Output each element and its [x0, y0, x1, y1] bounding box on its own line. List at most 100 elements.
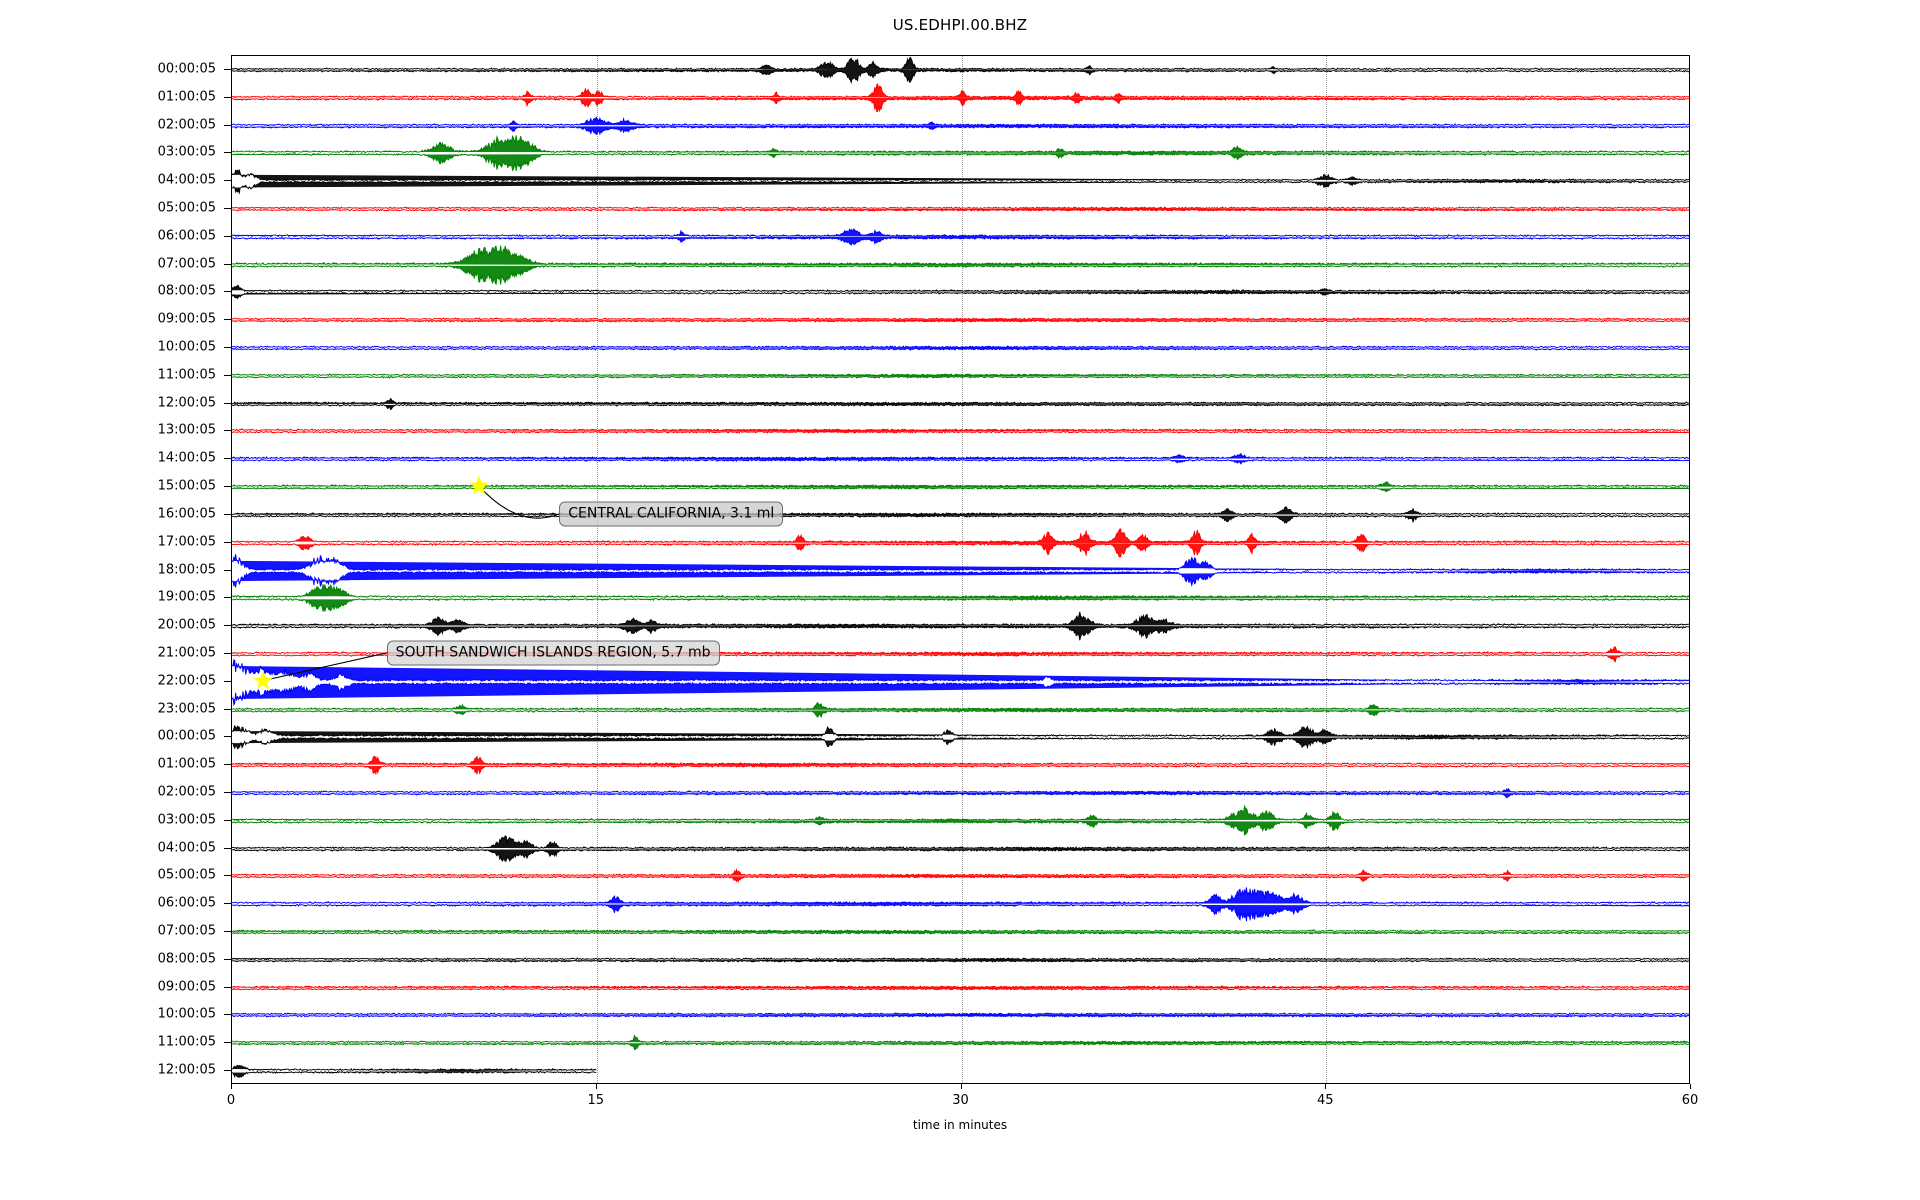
trace-waveform — [232, 397, 1689, 410]
y-axis-tick — [224, 958, 231, 960]
y-axis-tick-label: 18:00:05 — [157, 562, 216, 577]
y-axis-tick — [224, 931, 231, 933]
trace-row — [232, 736, 1689, 794]
trace-waveform — [232, 245, 1689, 285]
y-axis-tick-label: 06:00:05 — [157, 895, 216, 911]
trace-waveform — [232, 206, 1689, 212]
trace-row — [232, 542, 1689, 600]
trace-row — [232, 931, 1689, 989]
trace-waveform — [232, 345, 1689, 351]
trace-row — [232, 708, 1689, 766]
y-axis-tick — [224, 430, 231, 432]
trace-row — [232, 847, 1689, 905]
y-axis-tick — [224, 124, 231, 126]
trace-row — [232, 152, 1689, 210]
trace-row — [232, 56, 1689, 99]
y-axis-tick-label: 16:00:05 — [157, 506, 216, 522]
y-axis-tick-label: 07:00:05 — [157, 923, 216, 939]
trace-waveform — [232, 804, 1689, 836]
trace-row — [232, 69, 1689, 127]
y-axis-tick-label: 04:00:05 — [157, 840, 216, 856]
x-axis-tick — [595, 1084, 597, 1089]
y-axis-tick — [224, 791, 231, 793]
trace-waveform — [232, 701, 1689, 718]
trace-waveform — [232, 135, 1689, 172]
trace-row — [232, 430, 1689, 488]
x-axis-tick — [1325, 1084, 1327, 1089]
y-axis-tick-label: 03:00:05 — [157, 812, 216, 828]
y-axis-tick-label: 11:00:05 — [157, 1034, 216, 1050]
trace-waveform — [232, 868, 1689, 883]
earthquake-star-icon — [469, 475, 490, 495]
y-axis-tick-label: 03:00:05 — [157, 144, 216, 160]
trace-waveform — [232, 506, 1689, 524]
y-axis-tick — [224, 1014, 231, 1016]
x-axis-title: time in minutes — [912, 1118, 1008, 1132]
trace-waveform — [232, 611, 1689, 641]
y-axis-tick-label: 21:00:05 — [157, 645, 216, 661]
trace-row — [232, 653, 1689, 711]
y-axis-tick-label: 23:00:05 — [157, 701, 216, 717]
y-axis-tick-label: 05:00:05 — [157, 867, 216, 883]
earthquake-star-icon — [252, 670, 273, 690]
trace-waveform — [232, 984, 1689, 991]
trace-row — [232, 903, 1689, 961]
annotation-label[interactable]: CENTRAL CALIFORNIA, 3.1 ml — [559, 501, 784, 527]
y-axis-tick — [224, 513, 231, 515]
trace-waveform — [232, 584, 1689, 612]
y-axis-tick — [224, 180, 231, 182]
page-title: US.EDHPI.00.BHZ — [892, 16, 1028, 34]
trace-waveform — [232, 957, 1689, 963]
y-axis-tick-label: 12:00:05 — [157, 395, 216, 411]
y-axis-tick — [224, 875, 231, 877]
trace-waveform — [232, 115, 1689, 136]
y-axis-tick-label: 12:00:05 — [157, 1062, 216, 1078]
trace-waveform — [232, 929, 1689, 935]
trace-waveform — [232, 887, 1689, 922]
x-axis-tick-label: 0 — [226, 1093, 236, 1108]
y-axis-tick — [224, 374, 231, 376]
y-axis-tick — [224, 569, 231, 571]
y-axis-tick-label: 08:00:05 — [157, 951, 216, 967]
trace-waveform — [232, 1012, 1689, 1019]
y-axis-tick-label: 10:00:05 — [157, 1006, 216, 1022]
trace-waveform — [232, 56, 1689, 85]
y-axis-tick-label: 05:00:05 — [157, 200, 216, 216]
y-axis-tick — [224, 680, 231, 682]
trace-row — [232, 597, 1689, 655]
trace-row — [232, 764, 1689, 822]
trace-row — [232, 208, 1689, 266]
y-axis-tick-label: 11:00:05 — [157, 367, 216, 383]
y-axis-tick-label: 22:00:05 — [157, 673, 216, 689]
y-axis-tick — [224, 347, 231, 348]
y-axis-tick — [224, 207, 231, 209]
y-axis-tick-label: 06:00:05 — [157, 228, 216, 244]
trace-waveform — [232, 373, 1689, 379]
y-axis-tick — [224, 486, 231, 488]
trace-waveform — [232, 553, 1689, 588]
y-axis-tick-label: 14:00:05 — [157, 450, 216, 466]
y-axis-tick-label: 19:00:05 — [157, 589, 216, 605]
trace-row — [232, 486, 1689, 544]
x-axis-tick — [1690, 1084, 1691, 1089]
trace-row — [232, 681, 1689, 739]
trace-waveform — [232, 1064, 597, 1079]
trace-waveform — [232, 317, 1689, 323]
y-axis-tick-label: 04:00:05 — [157, 172, 216, 188]
trace-row — [232, 1042, 1689, 1083]
trace-row — [232, 875, 1689, 933]
y-axis-tick — [224, 541, 231, 543]
x-axis-tick-label: 30 — [952, 1093, 969, 1108]
y-axis-tick — [224, 708, 231, 710]
y-axis-tick — [224, 819, 231, 821]
y-axis-tick-label: 00:00:05 — [157, 728, 216, 744]
trace-waveform — [232, 227, 1689, 246]
y-axis-tick — [224, 736, 231, 738]
trace-row — [232, 514, 1689, 572]
trace-row — [232, 291, 1689, 349]
y-axis-tick-label: 00:00:05 — [157, 61, 216, 77]
trace-row — [232, 569, 1689, 627]
trace-row — [232, 347, 1689, 405]
annotation-label[interactable]: SOUTH SANDWICH ISLANDS REGION, 5.7 mb — [386, 640, 720, 666]
